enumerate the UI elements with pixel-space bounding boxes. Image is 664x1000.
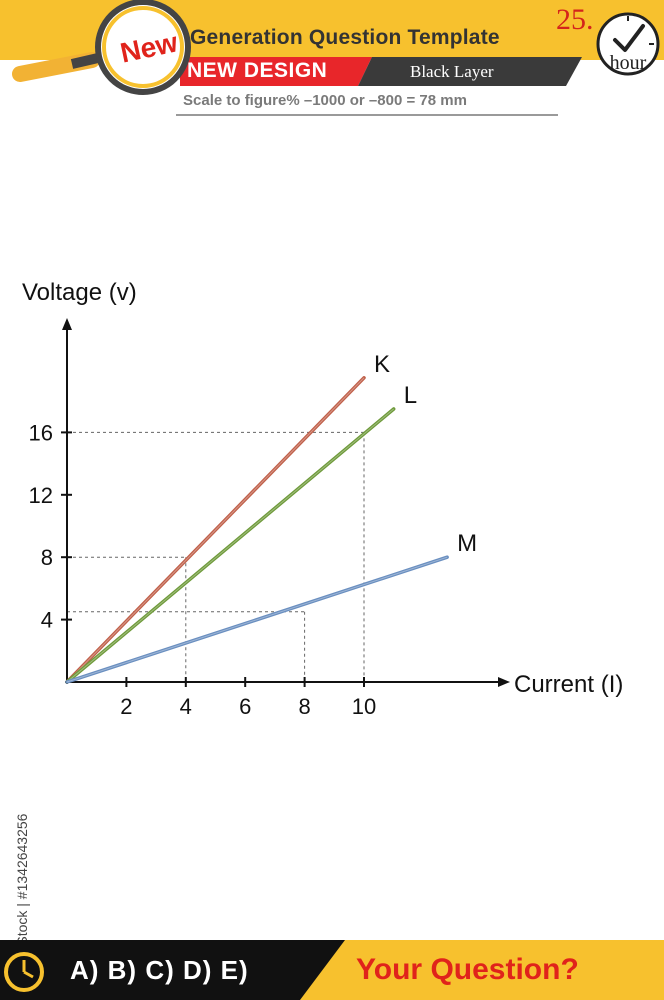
y-tick-label-8: 8: [41, 545, 53, 570]
x-tick-label-10: 10: [352, 694, 376, 719]
series-line-m: [65, 555, 449, 684]
series-line-k: [65, 376, 366, 684]
guide-lines: [67, 431, 365, 682]
your-question-label: Your Question?: [356, 953, 579, 986]
clock-badge-icon: [4, 952, 44, 992]
voltage-current-chart: 2 4 6 8 10 4 8 12 16 KL M Voltage (v) Current (I): [22, 279, 623, 719]
series-highlight-k: [66, 377, 365, 683]
answer-options: A) B) C) D) E): [70, 955, 249, 985]
x-axis-arrow: [498, 677, 510, 687]
footer-band: [0, 940, 664, 1000]
y-tick-label-12: 12: [29, 483, 53, 508]
new-design-label: NEW DESIGN: [187, 59, 328, 82]
x-tick-label-8: 8: [298, 694, 310, 719]
series-lines: KL M: [65, 351, 477, 684]
clock-icon: [596, 12, 660, 76]
layer-label: Black Layer: [410, 62, 494, 81]
design-banner: [180, 57, 582, 86]
scale-underline: [176, 114, 558, 116]
template-title: Generation Question Template: [190, 26, 500, 49]
series-line-l: [65, 407, 396, 684]
y-tick-label-16: 16: [29, 420, 53, 445]
series-highlight-l: [66, 408, 395, 683]
x-tick-label-6: 6: [239, 694, 251, 719]
series-highlight-m: [66, 556, 448, 683]
series-label-k: K: [374, 351, 390, 378]
y-axis-label: Voltage (v): [22, 279, 137, 306]
y-tick-label-4: 4: [41, 608, 53, 633]
y-axis-arrow: [62, 318, 72, 330]
x-axis-label: Current (I): [514, 671, 623, 698]
clock-label: hour: [609, 52, 647, 74]
x-tick-label-4: 4: [180, 694, 192, 719]
x-tick-label-2: 2: [120, 694, 132, 719]
magnifier-icon: [12, 0, 191, 95]
axis-ticks: 2 4 6 8 10 4 8 12 16: [29, 420, 377, 719]
series-label-m: M: [457, 530, 477, 557]
series-label-l: L: [404, 382, 417, 409]
scale-note: Scale to figure% –1000 or –800 = 78 mm: [183, 92, 467, 109]
question-number: 25.: [556, 3, 594, 36]
